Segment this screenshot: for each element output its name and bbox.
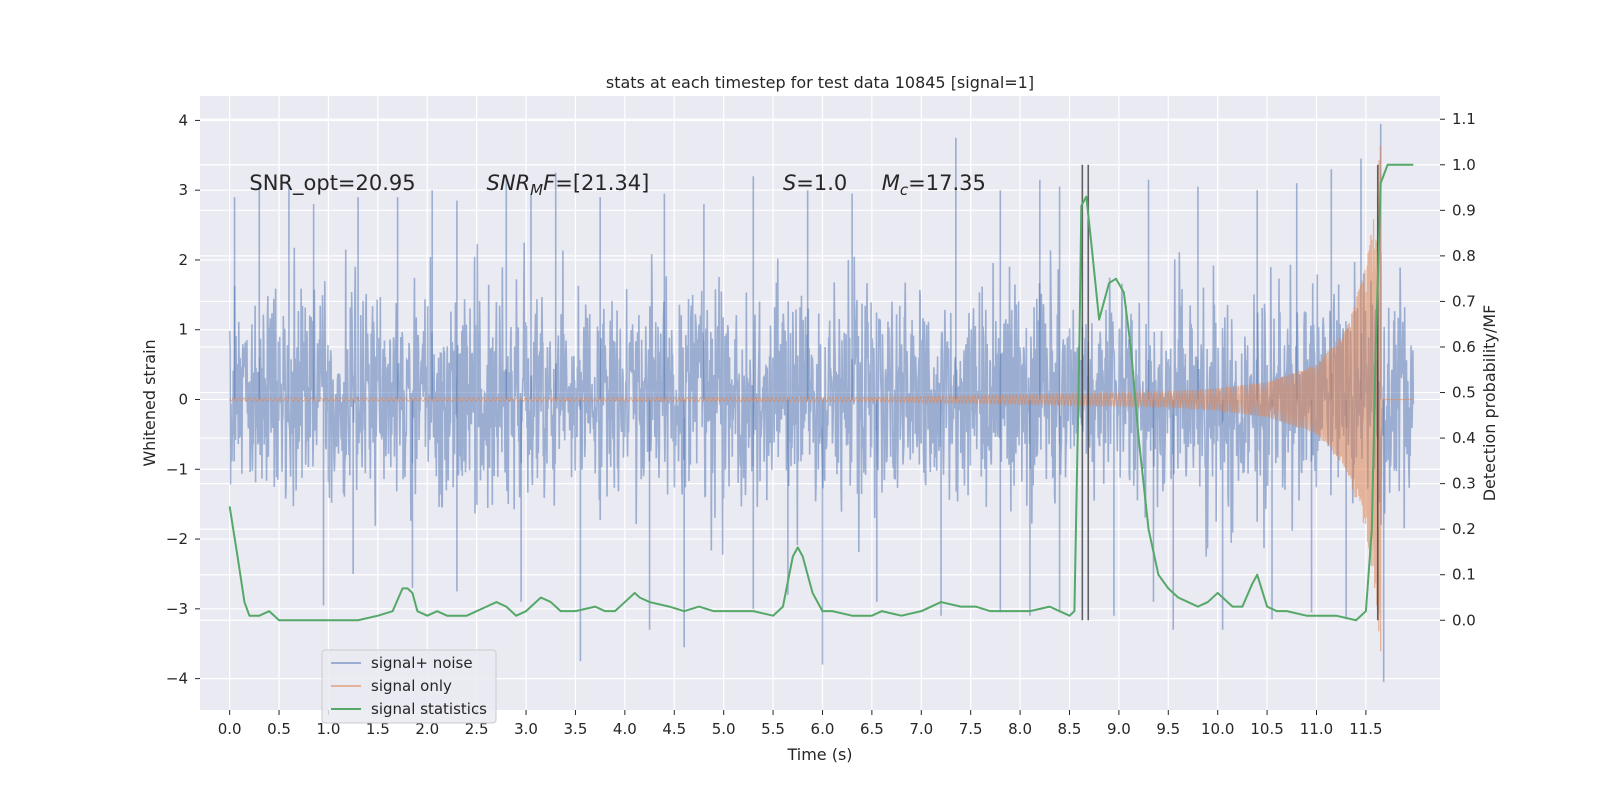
x-tick-label: 2.0 bbox=[415, 720, 439, 738]
annotations: SNR_opt=20.95 SNRMF=[21.34] S=1.0 Mc=17.35 bbox=[249, 171, 985, 199]
y-left-tick-label: −2 bbox=[166, 530, 188, 548]
x-tick-label: 4.5 bbox=[662, 720, 686, 738]
y-right-tick-label: 0.2 bbox=[1452, 520, 1476, 538]
x-tick-label: 0.0 bbox=[218, 720, 242, 738]
y-right-tick-label: 0.4 bbox=[1452, 429, 1476, 447]
signal-statistics-line bbox=[228, 163, 1414, 622]
x-tick-label: 6.5 bbox=[860, 720, 884, 738]
x-tick-label: 11.5 bbox=[1349, 720, 1382, 738]
x-tick-label: 3.5 bbox=[564, 720, 588, 738]
y-left-tick-label: −3 bbox=[166, 600, 188, 618]
x-tick-label: 8.0 bbox=[1008, 720, 1032, 738]
y-axis-left-label: Whitened strain bbox=[140, 339, 159, 466]
x-tick-label: 10.5 bbox=[1250, 720, 1283, 738]
y-left-tick-label: 4 bbox=[178, 111, 188, 129]
x-tick-label: 6.0 bbox=[811, 720, 835, 738]
series-signal-statistics bbox=[228, 163, 1414, 622]
signal-only-line bbox=[229, 146, 1414, 652]
x-tick-label: 8.5 bbox=[1058, 720, 1082, 738]
y-axis-right-label: Detection probability/MF bbox=[1480, 305, 1499, 502]
x-tick-label: 0.5 bbox=[267, 720, 291, 738]
y-left-tick-label: −4 bbox=[166, 670, 188, 688]
annotation-text: SNRMF=[21.34] bbox=[487, 171, 650, 199]
y-right-tick-label: 1.1 bbox=[1452, 110, 1476, 128]
x-axis-label: Time (s) bbox=[786, 745, 852, 764]
y-right-tick-label: 0.1 bbox=[1452, 566, 1476, 584]
y-left-tick-label: 2 bbox=[178, 251, 188, 269]
annotation-text: Mc=17.35 bbox=[882, 171, 986, 199]
x-tick-label: 11.0 bbox=[1300, 720, 1333, 738]
series-signal-only bbox=[229, 146, 1414, 652]
x-tick-label: 9.0 bbox=[1107, 720, 1131, 738]
y-right-tick-label: 0.7 bbox=[1452, 292, 1476, 310]
y-right-tick-label: 0.5 bbox=[1452, 384, 1476, 402]
x-axis-ticks: 0.0 0.5 1.0 1.5 2.0 2.5 3.0 3.5 4.0 4.5 5.0 5.5 6.0 6… bbox=[218, 710, 1383, 738]
x-tick-label: 1.0 bbox=[317, 720, 341, 738]
x-tick-label: 3.0 bbox=[514, 720, 538, 738]
y-right-tick-label: 0.6 bbox=[1452, 338, 1476, 356]
y-right-tick-label: 0.3 bbox=[1452, 475, 1476, 493]
x-tick-label: 4.0 bbox=[613, 720, 637, 738]
y-right-tick-label: 1.0 bbox=[1452, 156, 1476, 174]
y-left-tick-label: 3 bbox=[178, 181, 188, 199]
vertical-lines bbox=[1081, 164, 1379, 621]
x-tick-label: 1.5 bbox=[366, 720, 390, 738]
y-right-tick-label: 0.8 bbox=[1452, 247, 1476, 265]
y-right-tick-label: 0.0 bbox=[1452, 611, 1476, 629]
x-tick-label: 10.0 bbox=[1201, 720, 1234, 738]
x-tick-label: 9.5 bbox=[1156, 720, 1180, 738]
x-tick-label: 5.0 bbox=[712, 720, 736, 738]
legend-label-signal-noise: signal+ noise bbox=[371, 654, 473, 672]
chart-title: stats at each timestep for test data 108… bbox=[606, 73, 1034, 92]
y-left-tick-label: 0 bbox=[178, 391, 188, 409]
annotation-text: S=1.0 bbox=[783, 171, 847, 195]
y-right-tick-label: 0.9 bbox=[1452, 201, 1476, 219]
legend-box bbox=[321, 649, 497, 724]
annotation-text: SNR_opt=20.95 bbox=[249, 171, 415, 196]
y-left-tick-label: 1 bbox=[178, 321, 188, 339]
x-tick-label: 7.0 bbox=[909, 720, 933, 738]
x-tick-label: 5.5 bbox=[761, 720, 785, 738]
legend-label-signal-only: signal only bbox=[371, 677, 452, 695]
x-tick-label: 2.5 bbox=[465, 720, 489, 738]
legend-label-signal-statistics: signal statistics bbox=[371, 700, 487, 718]
y-axis-right-ticks: 1.1 1.0 0.9 0.8 0.7 0.6 0.5 0.4 0.3 0.2 0.1 0.0 bbox=[1440, 110, 1476, 629]
x-tick-label: 7.5 bbox=[959, 720, 983, 738]
y-left-tick-label: −1 bbox=[166, 460, 188, 478]
series-signal-noise bbox=[228, 123, 1415, 683]
legend: signal+ noise signal only signal statist… bbox=[321, 649, 497, 724]
y-axis-left-ticks: 4 3 2 1 0 −1 −2 −3 −4 bbox=[166, 111, 200, 688]
signal-noise-line bbox=[228, 242, 1415, 557]
